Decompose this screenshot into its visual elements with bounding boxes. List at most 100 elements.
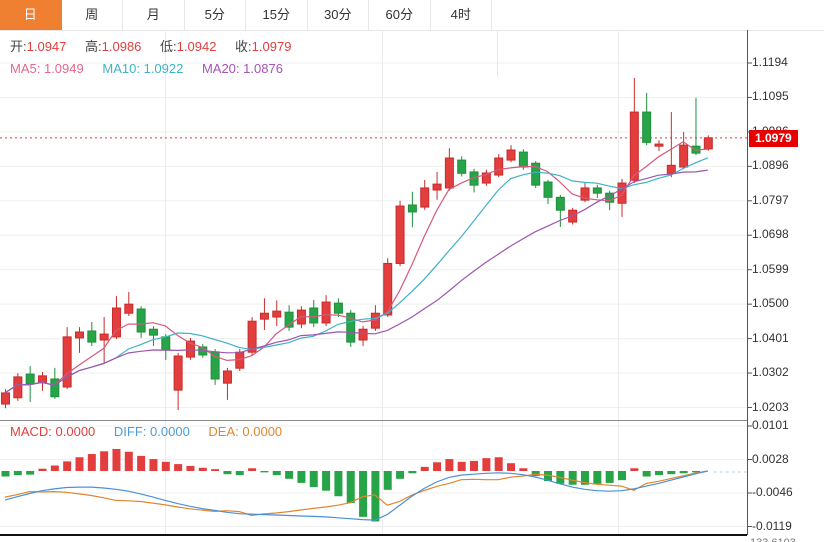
macd-bar-positive (445, 459, 454, 471)
macd-legend: MACD: 0.0000 DIFF: 0.0000 DEA: 0.0000 (10, 424, 297, 439)
candle-body (383, 262, 393, 316)
candle-body (99, 333, 109, 341)
macd-bar-positive (63, 461, 72, 471)
high-value: 1.0986 (101, 39, 142, 54)
macd-bar-positive (494, 457, 503, 471)
macd-bar-positive (186, 465, 195, 471)
tab-month[interactable]: 月 (123, 0, 185, 30)
candle-body (432, 183, 442, 191)
tab-week[interactable]: 周 (61, 0, 123, 30)
macd-bar-positive (149, 459, 158, 471)
cropped-date-fragment: 133.6103 (750, 537, 796, 542)
candle-body (407, 204, 417, 213)
candle-body (531, 162, 541, 186)
macd-bar-negative (223, 471, 232, 475)
macd-axis-label: -0.0046 (752, 485, 793, 499)
tab-60min[interactable]: 60分 (369, 0, 431, 30)
candle-body (617, 182, 627, 204)
macd-bar-positive (470, 460, 479, 471)
candle-body (62, 336, 72, 388)
candle-body (309, 307, 319, 324)
candle-body (666, 164, 676, 174)
macd-bar-positive (482, 458, 491, 471)
ma20-value: 1.0876 (243, 61, 283, 76)
dea-value: 0.0000 (242, 424, 283, 439)
candle-body (518, 151, 528, 168)
macd-bar-negative (1, 471, 10, 477)
macd-bar-positive (457, 461, 466, 471)
macd-label: MACD: (10, 424, 52, 439)
candle-body (1, 392, 10, 405)
current-price-tag: 1.0979 (749, 130, 798, 147)
candle-body (654, 143, 664, 147)
macd-bar-positive (519, 468, 528, 471)
macd-bar-negative (309, 471, 318, 488)
candle-body (25, 373, 35, 385)
diff-value: 0.0000 (150, 424, 190, 439)
tab-day[interactable]: 日 (0, 0, 62, 30)
open-value: 1.0947 (26, 39, 67, 54)
dea-label: DEA: (208, 424, 239, 439)
candle-body (272, 310, 282, 318)
candle-body (420, 187, 430, 208)
macd-bar-positive (248, 468, 257, 471)
candle-body (506, 149, 516, 161)
candle-body (124, 303, 134, 314)
candle-body (395, 205, 405, 264)
macd-bar-negative (346, 471, 355, 504)
macd-bar-negative (581, 471, 590, 485)
macd-bar-negative (383, 471, 392, 490)
candle-body (247, 320, 257, 353)
macd-bar-negative (691, 471, 700, 473)
macd-axis-label: -0.0119 (752, 518, 792, 533)
candle-body (87, 330, 97, 343)
tab-4hour[interactable]: 4时 (430, 0, 492, 30)
macd-bar-positive (87, 454, 96, 471)
candle-body (161, 336, 171, 351)
macd-bar-negative (371, 471, 380, 522)
macd-bar-positive (630, 468, 639, 471)
candle-body (494, 157, 504, 176)
tab-5min[interactable]: 5分 (184, 0, 246, 30)
macd-bar-positive (161, 461, 170, 471)
candle-body (457, 159, 467, 174)
macd-bar-negative (359, 471, 368, 517)
candle-body (284, 311, 294, 328)
diff-line (4, 470, 708, 521)
candle-body (481, 172, 491, 184)
candle-body (642, 111, 652, 143)
macd-axis-label: 0.0028 (752, 451, 789, 466)
high-label: 高: (85, 39, 102, 54)
candle-body (679, 144, 689, 168)
macd-bar-positive (124, 451, 133, 471)
macd-bar-negative (618, 471, 626, 481)
macd-bar-positive (38, 468, 47, 471)
tab-30min[interactable]: 30分 (307, 0, 369, 30)
tab-15min[interactable]: 15分 (246, 0, 308, 30)
macd-bar-negative (593, 471, 602, 484)
macd-bar-positive (198, 467, 207, 471)
ma10-value: 1.0922 (143, 61, 184, 76)
candle-body (13, 376, 23, 399)
candle-body (543, 181, 553, 198)
macd-bar-negative (654, 471, 663, 476)
candle-body (346, 312, 356, 343)
candle-body (333, 302, 343, 314)
macd-bar-positive (211, 469, 220, 471)
macd-bar-negative (322, 471, 331, 491)
macd-bar-negative (334, 471, 343, 497)
close-label: 收: (235, 39, 252, 54)
macd-bar-positive (420, 466, 429, 471)
macd-bar-positive (50, 465, 59, 471)
candle-body (321, 301, 331, 324)
candle-body (592, 187, 602, 194)
candle-body (580, 187, 590, 201)
ma-legend: MA5: 1.0949 MA10: 1.0922 MA20: 1.0876 (10, 61, 298, 76)
close-value: 1.0979 (251, 39, 292, 54)
ma5-value: 1.0949 (43, 61, 84, 76)
macd-bar-negative (568, 471, 577, 485)
price-axis-label: 1.1194 (752, 55, 788, 69)
macd-bar-negative (297, 471, 306, 483)
